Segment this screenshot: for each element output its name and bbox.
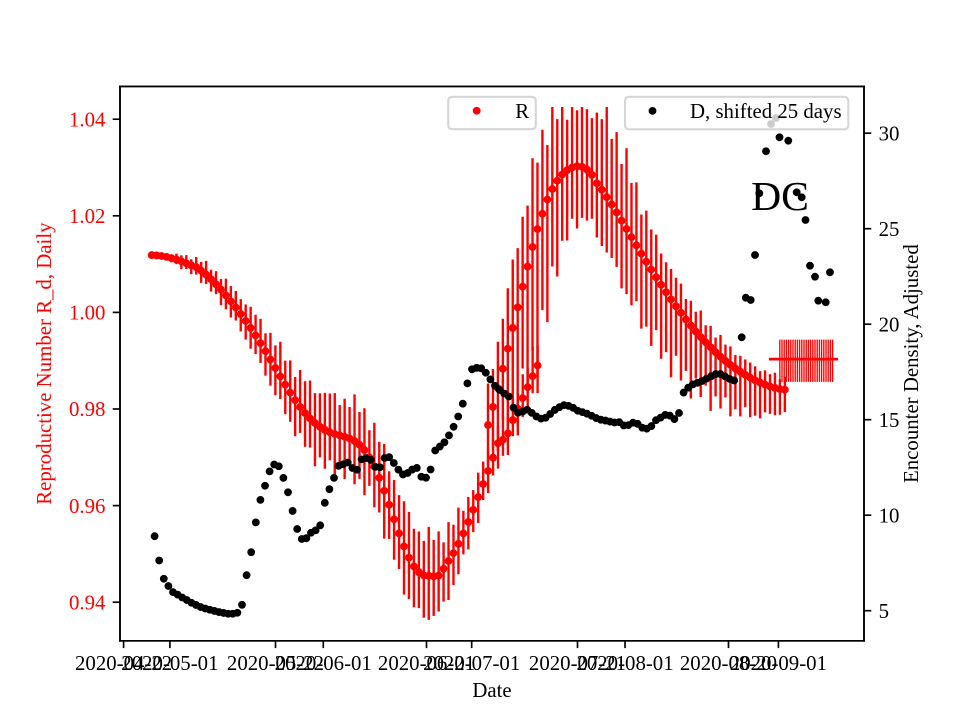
svg-text:1.04: 1.04 <box>69 107 106 131</box>
svg-text:2020-08-20: 2020-08-20 <box>680 651 777 675</box>
svg-text:2020-05-01: 2020-05-01 <box>121 651 218 675</box>
svg-text:2020-07-21: 2020-07-21 <box>529 651 626 675</box>
svg-text:20: 20 <box>879 312 900 336</box>
svg-text:0.94: 0.94 <box>69 590 106 614</box>
svg-text:Reproductive Number R_d, Daily: Reproductive Number R_d, Daily <box>32 222 56 505</box>
svg-text:2020-05-22: 2020-05-22 <box>227 651 324 675</box>
svg-text:2020-04-22: 2020-04-22 <box>75 651 172 675</box>
svg-text:Date: Date <box>472 678 511 702</box>
svg-text:2020-06-21: 2020-06-21 <box>378 651 475 675</box>
svg-text:25: 25 <box>879 217 900 241</box>
svg-text:15: 15 <box>879 408 900 432</box>
svg-text:Encounter Density, Adjusted: Encounter Density, Adjusted <box>899 244 923 483</box>
svg-text:10: 10 <box>879 503 900 527</box>
svg-text:0.96: 0.96 <box>69 494 105 518</box>
svg-text:2020-09-01: 2020-09-01 <box>730 651 827 675</box>
svg-text:1.02: 1.02 <box>69 204 105 228</box>
svg-text:5: 5 <box>879 599 889 623</box>
svg-text:2020-06-01: 2020-06-01 <box>275 651 372 675</box>
svg-text:30: 30 <box>879 121 900 145</box>
svg-text:1.00: 1.00 <box>69 301 105 325</box>
svg-text:2020-08-01: 2020-08-01 <box>576 651 673 675</box>
svg-text:D, shifted 25 days: D, shifted 25 days <box>690 99 842 123</box>
svg-text:2020-07-01: 2020-07-01 <box>423 651 520 675</box>
svg-text:R: R <box>515 99 529 123</box>
svg-text:0.98: 0.98 <box>69 397 105 421</box>
